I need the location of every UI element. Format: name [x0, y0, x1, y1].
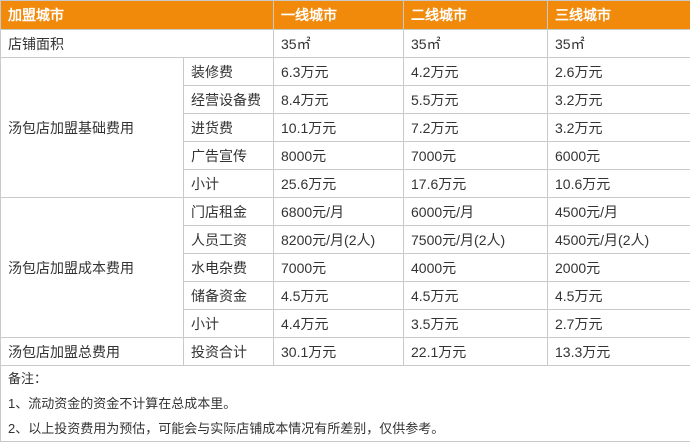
table-row: 汤包店加盟成本费用 门店租金 6800元/月 6000元/月 4500元/月	[0, 197, 690, 338]
item-value: 4500元/月	[547, 197, 690, 226]
item-value: 2000元	[547, 253, 690, 282]
item-label: 进货费	[183, 113, 274, 142]
item-value: 6800元/月	[273, 197, 404, 226]
item-label: 经营设备费	[183, 85, 274, 114]
remarks-line-2: 2、以上投资费用为预估，可能会与实际店铺成本情况有所差别，仅供参考。	[8, 421, 445, 436]
table-row: 经营设备费 8.4万元 5.5万元 3.2万元	[1, 85, 690, 114]
item-value: 2.7万元	[547, 309, 690, 338]
table-row: 广告宣传 8000元 7000元 6000元	[1, 141, 690, 170]
item-value: 3.2万元	[547, 113, 690, 142]
category-basic-fees: 汤包店加盟基础费用	[0, 57, 184, 198]
item-value: 8000元	[273, 141, 404, 170]
item-value: 3.5万元	[403, 309, 548, 338]
item-value: 8200元/月(2人)	[273, 225, 404, 254]
item-value: 7000元	[273, 253, 404, 282]
item-value: 10.6万元	[547, 169, 690, 198]
header-tier2-city: 二线城市	[403, 0, 548, 30]
table-row: 进货费 10.1万元 7.2万元 3.2万元	[1, 113, 690, 142]
item-value: 5.5万元	[403, 85, 548, 114]
item-value: 2.6万元	[547, 57, 690, 86]
item-value: 8.4万元	[273, 85, 404, 114]
table-row: 小计 4.4万元 3.5万元 2.7万元	[1, 309, 690, 338]
shop-area-row: 店铺面积 35㎡ 35㎡ 35㎡	[0, 29, 690, 58]
item-value: 3.2万元	[547, 85, 690, 114]
item-label: 装修费	[183, 57, 274, 86]
item-value: 4.5万元	[273, 281, 404, 310]
item-value: 10.1万元	[273, 113, 404, 142]
item-value: 6.3万元	[273, 57, 404, 86]
total-value-tier1: 30.1万元	[273, 337, 404, 366]
remarks-title: 备注：	[8, 371, 48, 386]
item-value: 7.2万元	[403, 113, 548, 142]
item-label: 人员工资	[183, 225, 274, 254]
total-item-label: 投资合计	[183, 337, 274, 366]
shop-area-value-tier3: 35㎡	[547, 29, 690, 58]
item-value: 4000元	[403, 253, 548, 282]
item-value: 6000元/月	[403, 197, 548, 226]
category-total-fees: 汤包店加盟总费用	[0, 337, 184, 366]
total-value-tier2: 22.1万元	[403, 337, 548, 366]
item-value: 17.6万元	[403, 169, 548, 198]
table-row: 人员工资 8200元/月(2人) 7500元/月(2人) 4500元/月(2人)	[1, 225, 690, 254]
header-tier1-city: 一线城市	[273, 0, 404, 30]
header-tier3-city: 三线城市	[547, 0, 690, 30]
header-row: 加盟城市 一线城市 二线城市 三线城市	[0, 0, 690, 30]
item-label: 水电杂费	[183, 253, 274, 282]
item-value: 6000元	[547, 141, 690, 170]
item-value: 4.5万元	[547, 281, 690, 310]
item-value: 4.2万元	[403, 57, 548, 86]
shop-area-label: 店铺面积	[0, 29, 274, 58]
item-label: 小计	[183, 169, 274, 198]
remarks-line-1: 1、流动资金的资金不计算在总成本里。	[8, 396, 237, 411]
table-row: 储备资金 4.5万元 4.5万元 4.5万元	[1, 281, 690, 310]
item-label: 储备资金	[183, 281, 274, 310]
shop-area-value-tier2: 35㎡	[403, 29, 548, 58]
item-value: 4.4万元	[273, 309, 404, 338]
table-row: 汤包店加盟基础费用 装修费 6.3万元 4.2万元 2.6万元	[0, 57, 690, 198]
category-operating-fees: 汤包店加盟成本费用	[0, 197, 184, 338]
header-city-label: 加盟城市	[0, 0, 274, 30]
table-row: 水电杂费 7000元 4000元 2000元	[1, 253, 690, 282]
item-value: 7500元/月(2人)	[403, 225, 548, 254]
item-label: 门店租金	[183, 197, 274, 226]
item-value: 4500元/月(2人)	[547, 225, 690, 254]
item-value: 25.6万元	[273, 169, 404, 198]
item-value: 7000元	[403, 141, 548, 170]
remarks-row: 备注： 1、流动资金的资金不计算在总成本里。 2、以上投资费用为预估，可能会与实…	[0, 365, 690, 442]
table-row: 小计 25.6万元 17.6万元 10.6万元	[1, 169, 690, 198]
total-value-tier3: 13.3万元	[547, 337, 690, 366]
item-label: 广告宣传	[183, 141, 274, 170]
remarks-block: 备注： 1、流动资金的资金不计算在总成本里。 2、以上投资费用为预估，可能会与实…	[0, 365, 690, 442]
item-label: 小计	[183, 309, 274, 338]
shop-area-value-tier1: 35㎡	[273, 29, 404, 58]
total-row: 汤包店加盟总费用 投资合计 30.1万元 22.1万元 13.3万元	[0, 337, 690, 366]
item-value: 4.5万元	[403, 281, 548, 310]
